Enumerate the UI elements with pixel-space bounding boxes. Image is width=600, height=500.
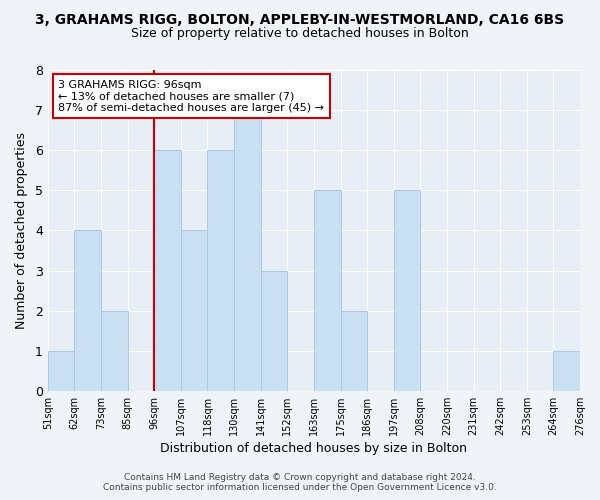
Bar <box>154 150 181 391</box>
Bar <box>181 230 208 391</box>
Bar <box>394 190 421 391</box>
Text: Size of property relative to detached houses in Bolton: Size of property relative to detached ho… <box>131 28 469 40</box>
Bar <box>314 190 341 391</box>
Text: 3, GRAHAMS RIGG, BOLTON, APPLEBY-IN-WESTMORLAND, CA16 6BS: 3, GRAHAMS RIGG, BOLTON, APPLEBY-IN-WEST… <box>35 12 565 26</box>
Bar <box>553 350 580 391</box>
Bar <box>101 310 128 391</box>
X-axis label: Distribution of detached houses by size in Bolton: Distribution of detached houses by size … <box>160 442 467 455</box>
Text: 3 GRAHAMS RIGG: 96sqm
← 13% of detached houses are smaller (7)
87% of semi-detac: 3 GRAHAMS RIGG: 96sqm ← 13% of detached … <box>58 80 325 113</box>
Bar <box>208 150 234 391</box>
Bar <box>234 110 260 391</box>
Bar <box>341 310 367 391</box>
Bar <box>260 270 287 391</box>
Bar <box>48 350 74 391</box>
Bar <box>74 230 101 391</box>
Y-axis label: Number of detached properties: Number of detached properties <box>15 132 28 329</box>
Text: Contains HM Land Registry data © Crown copyright and database right 2024.
Contai: Contains HM Land Registry data © Crown c… <box>103 473 497 492</box>
